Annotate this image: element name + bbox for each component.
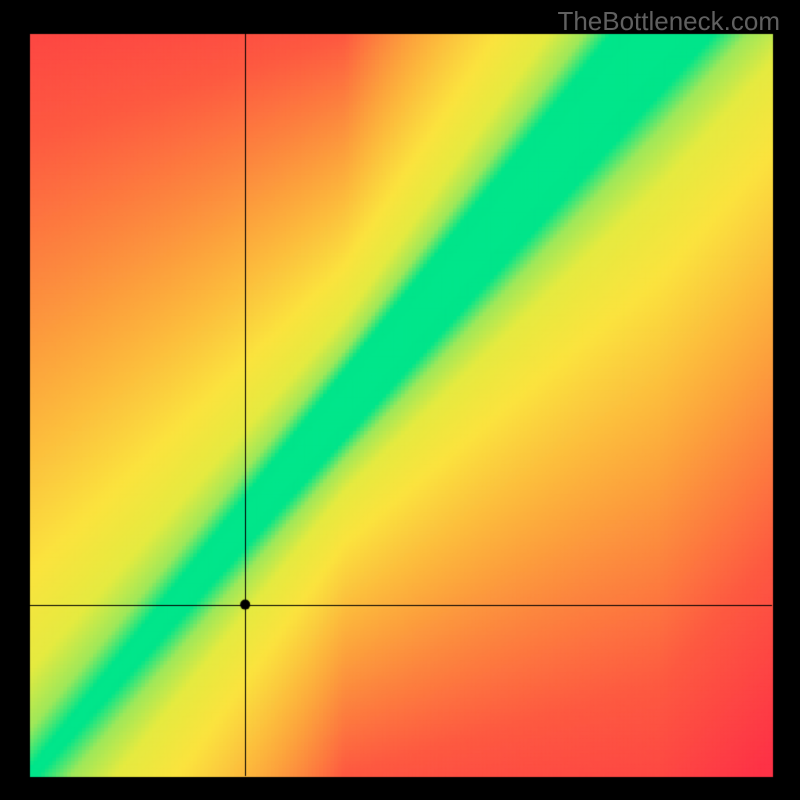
chart-container: TheBottleneck.com xyxy=(0,0,800,800)
watermark-text: TheBottleneck.com xyxy=(557,6,780,37)
bottleneck-heatmap xyxy=(0,0,800,800)
